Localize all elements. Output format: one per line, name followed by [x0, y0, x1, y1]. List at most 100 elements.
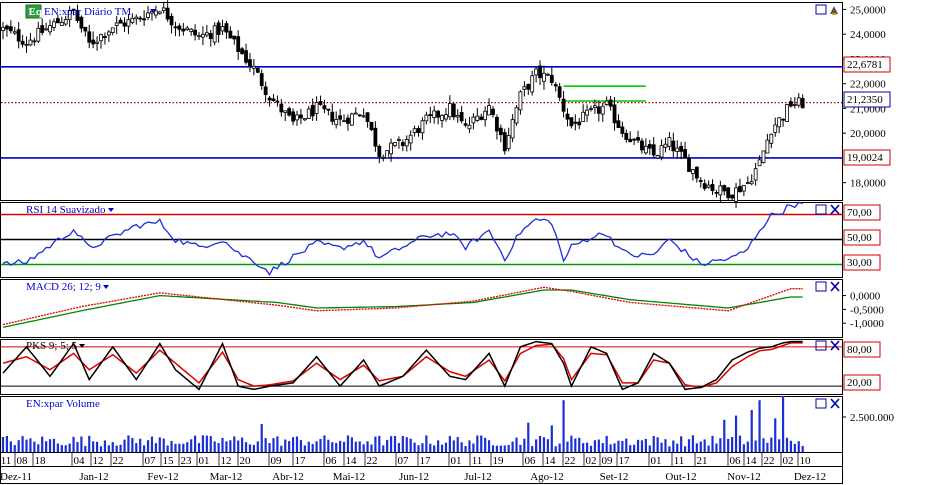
- volume-bar: [535, 439, 538, 452]
- candle-body: [75, 10, 80, 21]
- close-icon[interactable]: [830, 340, 840, 351]
- candle-body: [306, 108, 311, 119]
- maximize-icon[interactable]: [815, 281, 827, 292]
- chevron-down-icon[interactable]: [108, 208, 114, 212]
- macd-header[interactable]: MACD 26; 12; 9: [26, 281, 109, 293]
- volume-bar: [429, 443, 432, 452]
- volume-bar: [440, 444, 444, 452]
- price-panel-label[interactable]: EN:xpar Diário TM: [44, 6, 131, 18]
- volume-bar: [562, 400, 565, 452]
- volume-bar: [409, 438, 412, 452]
- candle-body: [404, 139, 409, 147]
- volume-bar: [613, 443, 616, 452]
- pks-controls[interactable]: [815, 340, 840, 351]
- volume-bar: [311, 444, 314, 452]
- maximize-icon[interactable]: [815, 340, 827, 351]
- candle-body: [157, 11, 162, 15]
- candle-body: [134, 16, 139, 20]
- svg-text:70,00: 70,00: [847, 207, 872, 219]
- candle-body: [526, 84, 531, 90]
- candle-body: [48, 25, 52, 33]
- chevron-down-icon[interactable]: [103, 285, 109, 289]
- volume-controls[interactable]: [815, 398, 840, 409]
- price-header[interactable]: Eq EN:xpar Diário TM: [25, 4, 156, 19]
- rsi-header[interactable]: RSI 14 Suavizado: [26, 204, 114, 216]
- candle-body: [193, 29, 197, 36]
- volume-bar: [9, 441, 12, 452]
- rsi-controls[interactable]: [815, 204, 840, 215]
- rsi-panel-label[interactable]: RSI 14 Suavizado: [26, 204, 106, 216]
- maximize-icon[interactable]: [815, 4, 827, 15]
- candle-body: [130, 17, 135, 23]
- volume-header[interactable]: EN:xpar Volume: [26, 398, 100, 410]
- volume-bar: [354, 441, 357, 452]
- volume-bar: [213, 441, 216, 452]
- candle-body: [302, 118, 307, 121]
- candle-body: [781, 118, 785, 121]
- x-day-tick-label: 06: [326, 455, 338, 467]
- candle-body: [44, 28, 49, 31]
- candle-body: [683, 149, 687, 159]
- macd-panel-label[interactable]: MACD 26; 12; 9: [26, 281, 101, 293]
- candle-body: [59, 21, 64, 26]
- volume-panel-label[interactable]: EN:xpar Volume: [26, 398, 100, 410]
- x-day-tick-label: 02: [586, 455, 597, 467]
- volume-bar: [256, 441, 259, 452]
- volume-bar: [307, 441, 310, 452]
- macd-controls[interactable]: [815, 281, 840, 292]
- maximize-icon[interactable]: [815, 204, 827, 215]
- candle-body: [691, 169, 695, 174]
- close-icon[interactable]: [830, 204, 840, 215]
- volume-bar: [233, 436, 236, 452]
- alert-icon[interactable]: [830, 6, 838, 14]
- candle-body: [177, 25, 182, 30]
- volume-bar: [762, 438, 765, 452]
- pks-panel-label[interactable]: PKS 9; 5; 5: [26, 340, 78, 352]
- eq-icon[interactable]: [25, 4, 42, 19]
- volume-bar: [687, 439, 691, 452]
- volume-bar: [774, 418, 777, 452]
- volume-bar: [691, 435, 695, 452]
- x-day-tick-label: 12: [93, 455, 104, 467]
- volume-bar: [143, 445, 146, 452]
- candle-body: [110, 27, 115, 33]
- volume-bar: [37, 444, 40, 452]
- candle-body: [114, 22, 119, 26]
- volume-bar: [570, 435, 573, 452]
- price-controls[interactable]: [815, 4, 838, 15]
- volume-bar: [303, 445, 306, 452]
- candle-body: [244, 50, 248, 63]
- volume-bar: [315, 441, 318, 452]
- volume-bar: [746, 441, 749, 452]
- chevron-down-icon[interactable]: [150, 9, 156, 13]
- x-day-tick-label: 08: [17, 455, 29, 467]
- volume-bar: [276, 436, 279, 452]
- volume-bar: [519, 444, 522, 452]
- candle-body: [236, 36, 241, 53]
- candle-body: [189, 28, 194, 32]
- candle-body: [263, 86, 268, 96]
- close-icon[interactable]: [830, 398, 840, 409]
- volume-bar: [597, 439, 600, 452]
- maximize-icon[interactable]: [815, 398, 827, 409]
- candle-body: [216, 22, 221, 35]
- candle-body: [271, 98, 276, 102]
- volume-bar: [460, 442, 463, 452]
- close-icon[interactable]: [830, 281, 840, 292]
- x-day-tick-label: 04: [74, 455, 86, 467]
- candle-body: [318, 101, 323, 105]
- pks-header[interactable]: PKS 9; 5; 5: [26, 340, 85, 352]
- candle-body: [585, 109, 589, 116]
- candle-body: [153, 10, 158, 16]
- volume-bar: [33, 441, 36, 452]
- candle-body: [99, 34, 103, 42]
- macd-signal-line: [2, 289, 803, 328]
- volume-bar: [25, 439, 28, 452]
- candle-body: [569, 117, 574, 127]
- x-day-tick-label: 14: [346, 455, 358, 467]
- chevron-down-icon[interactable]: [79, 344, 85, 348]
- x-day-tick-label: 09: [602, 455, 614, 467]
- candle-body: [718, 185, 723, 196]
- candle-body: [542, 72, 546, 82]
